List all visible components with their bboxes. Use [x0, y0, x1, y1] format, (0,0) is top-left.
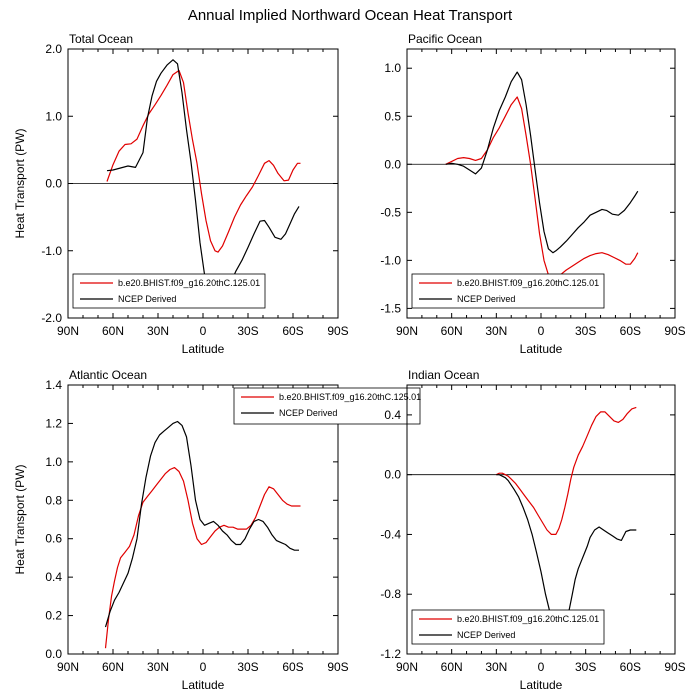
- x-axis-label: Latitude: [182, 678, 225, 692]
- y-tick-label: -1.0: [41, 244, 62, 258]
- legend-label: NCEP Derived: [279, 408, 337, 418]
- y-tick-label: -0.4: [380, 527, 401, 541]
- x-tick-label: 90S: [664, 660, 685, 674]
- ncep-series-line: [445, 71, 639, 254]
- legend-label: b.e20.BHIST.f09_g16.20thC.125.01: [118, 278, 260, 288]
- x-tick-label: 60S: [620, 324, 641, 338]
- legend-label: NCEP Derived: [457, 630, 515, 640]
- legend: b.e20.BHIST.f09_g16.20thC.125.01 NCEP Der…: [233, 387, 421, 425]
- panel-title: Total Ocean: [69, 32, 133, 46]
- y-tick-label: 0.4: [384, 408, 401, 422]
- y-tick-label: 0.8: [45, 493, 62, 507]
- x-tick-label: 60N: [102, 660, 124, 674]
- y-tick-label: -2.0: [41, 311, 62, 325]
- x-tick-label: 0: [538, 660, 545, 674]
- panel-1: Total Ocean 90N 60N 30N 0 30S 60S 90S 2.0 1.0 0.0 -…: [13, 32, 349, 356]
- y-tick-label: 0.0: [45, 177, 62, 191]
- y-tick-label: 0.0: [384, 157, 401, 171]
- legend-box: [72, 273, 266, 309]
- x-tick-label: 60N: [441, 660, 463, 674]
- y-tick-label: 0.5: [384, 109, 401, 123]
- x-tick-label: 30N: [147, 324, 169, 338]
- panel-title: Atlantic Ocean: [69, 368, 147, 382]
- legend-box: [233, 387, 421, 425]
- x-tick-label: 90S: [664, 324, 685, 338]
- legend: b.e20.BHIST.f09_g16.20thC.125.01 NCEP Der…: [411, 273, 605, 309]
- y-tick-label: 1.2: [45, 416, 62, 430]
- x-tick-label: 30N: [147, 660, 169, 674]
- x-tick-label: 90S: [327, 660, 348, 674]
- x-tick-label: 30S: [575, 660, 596, 674]
- x-tick-label: 90N: [396, 660, 418, 674]
- legend: b.e20.BHIST.f09_g16.20thC.125.01 NCEP Der…: [411, 609, 605, 645]
- plot-frame: [67, 384, 339, 655]
- x-tick-label: 0: [200, 660, 207, 674]
- ncep-series-line: [106, 59, 300, 296]
- x-tick-label: 60S: [282, 660, 303, 674]
- x-tick-label: 30N: [485, 324, 507, 338]
- y-tick-label: 0.4: [45, 570, 62, 584]
- model-series-line: [496, 406, 637, 535]
- x-tick-label: 60S: [620, 660, 641, 674]
- y-tick-label: 0.2: [45, 609, 62, 623]
- plot-frame: [406, 48, 676, 319]
- x-tick-label: 0: [538, 324, 545, 338]
- legend-label: b.e20.BHIST.f09_g16.20thC.125.01: [457, 614, 599, 624]
- x-tick-label: 30S: [575, 324, 596, 338]
- x-axis-label: Latitude: [520, 342, 563, 356]
- ncep-series-line: [496, 474, 637, 631]
- legend-label: b.e20.BHIST.f09_g16.20thC.125.01: [457, 278, 599, 288]
- x-tick-label: 0: [200, 324, 207, 338]
- x-axis-label: Latitude: [182, 342, 225, 356]
- y-tick-label: -1.2: [380, 647, 401, 661]
- x-tick-label: 60N: [441, 324, 463, 338]
- x-tick-label: 60N: [102, 324, 124, 338]
- y-tick-label: -1.5: [380, 301, 401, 315]
- figure-title: Annual Implied Northward Ocean Heat Tran…: [188, 7, 513, 24]
- plot-frame: [67, 48, 339, 319]
- x-tick-label: 90N: [57, 324, 79, 338]
- y-tick-label: 2.0: [45, 42, 62, 56]
- model-series-line: [104, 467, 301, 649]
- y-tick-label: 0.6: [45, 532, 62, 546]
- y-tick-label: -0.5: [380, 205, 401, 219]
- x-tick-label: 30S: [237, 324, 258, 338]
- y-tick-label: 1.0: [45, 109, 62, 123]
- plot-frame: [406, 384, 676, 655]
- panel-title: Indian Ocean: [408, 368, 479, 382]
- legend: b.e20.BHIST.f09_g16.20thC.125.01 NCEP Der…: [72, 273, 266, 309]
- y-tick-label: 1.4: [45, 378, 62, 392]
- panel-title: Pacific Ocean: [408, 32, 482, 46]
- panel-4: Indian Ocean 90N 60N 30N 0 30S 60S 90S 0.4 0.0 -0.…: [380, 368, 685, 692]
- legend-box: [411, 609, 605, 645]
- legend-box: [411, 273, 605, 309]
- x-tick-label: 60S: [282, 324, 303, 338]
- y-tick-label: -1.0: [380, 253, 401, 267]
- panel-3: Atlantic Ocean 90N 60N 30N 0 30S 60S 90S 1.4 1.2 1…: [13, 368, 421, 692]
- x-axis-label: Latitude: [520, 678, 563, 692]
- x-tick-label: 30S: [237, 660, 258, 674]
- panel-2: Pacific Ocean 90N 60N 30N 0 30S 60S 90S 1.0 0.5 0.…: [380, 32, 685, 356]
- model-series-line: [445, 96, 639, 281]
- y-tick-label: 1.0: [45, 455, 62, 469]
- y-tick-label: 0.0: [384, 468, 401, 482]
- x-tick-label: 90N: [57, 660, 79, 674]
- y-tick-label: 0.0: [45, 647, 62, 661]
- legend-label: NCEP Derived: [457, 294, 515, 304]
- y-tick-label: 1.0: [384, 61, 401, 75]
- x-tick-label: 90N: [396, 324, 418, 338]
- y-axis-label: Heat Transport (PW): [13, 464, 27, 574]
- panels: Total Ocean 90N 60N 30N 0 30S 60S 90S 2.0 1.0 0.0 -…: [13, 32, 686, 692]
- y-tick-label: -0.8: [380, 587, 401, 601]
- x-tick-label: 30N: [485, 660, 507, 674]
- y-axis-label: Heat Transport (PW): [13, 128, 27, 238]
- model-series-line: [106, 69, 301, 253]
- ncep-series-line: [104, 420, 299, 628]
- x-tick-label: 90S: [327, 324, 348, 338]
- legend-label: b.e20.BHIST.f09_g16.20thC.125.01: [279, 392, 421, 402]
- legend-label: NCEP Derived: [118, 294, 176, 304]
